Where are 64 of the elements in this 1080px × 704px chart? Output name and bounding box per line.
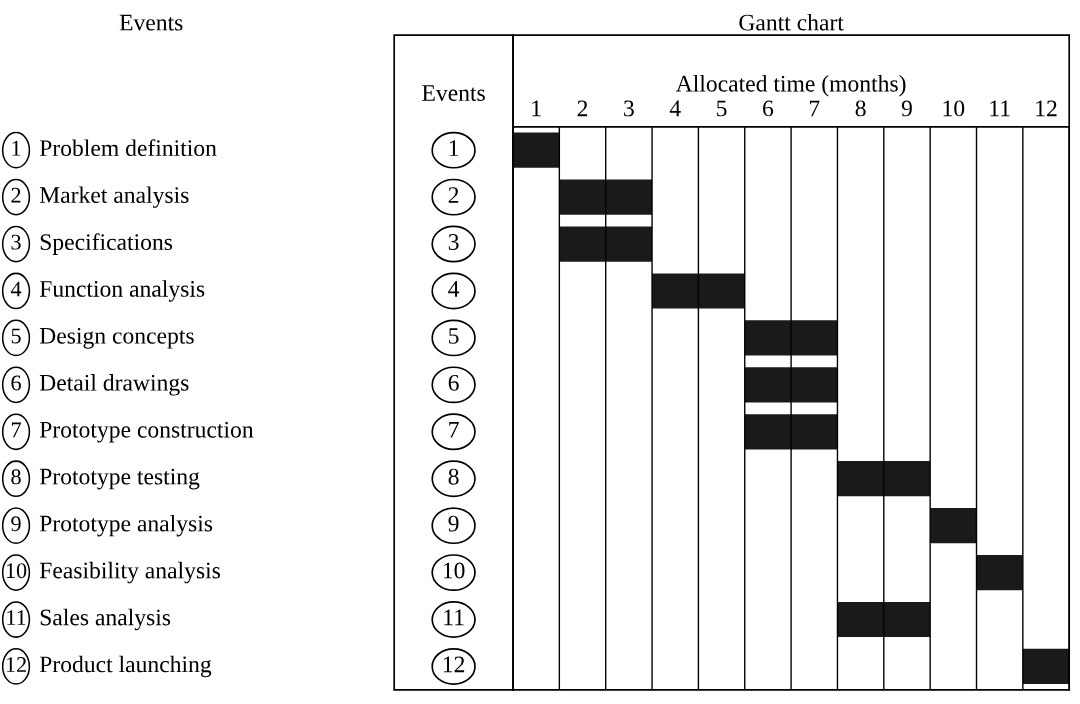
- text: Feasibility analysis: [39, 561, 221, 584]
- category-label: 3: [11, 234, 21, 250]
- category-label: 7: [11, 422, 21, 438]
- text: Events: [119, 14, 183, 31]
- category-label: 8: [11, 469, 21, 485]
- text: Market analysis: [39, 186, 189, 208]
- x-tick-label: 7: [809, 100, 820, 117]
- category-label: 2: [11, 187, 21, 203]
- y-axis-title: Events: [422, 85, 485, 101]
- text: Specifications: [40, 233, 173, 255]
- bar: [559, 226, 653, 262]
- x-tick-label: 10: [943, 100, 965, 117]
- category-label: 4: [10, 281, 22, 297]
- y-tick-label: 7: [449, 422, 459, 438]
- chart-title: Gantt chart: [739, 13, 844, 31]
- text: Detail drawings: [39, 374, 189, 396]
- bar: [744, 320, 838, 356]
- y-tick-label: 10: [443, 562, 465, 579]
- y-tick-label: 6: [448, 374, 459, 391]
- y-tick-label: 8: [448, 468, 459, 485]
- y-tick-label: 9: [448, 515, 459, 532]
- y-tick-label: 1: [449, 140, 459, 156]
- category-label: 5: [11, 328, 21, 344]
- category-label: 9: [11, 516, 21, 532]
- bar: [930, 508, 977, 544]
- x-tick-label: 2: [577, 100, 588, 117]
- text: Problem definition: [39, 139, 217, 157]
- bar: [744, 414, 838, 450]
- y-tick-label: 11: [444, 609, 464, 626]
- bar: [1022, 648, 1070, 685]
- y-tick-label: 4: [448, 281, 460, 297]
- y-tick-label: 3: [448, 234, 459, 250]
- bar: [976, 554, 1023, 591]
- bar: [652, 273, 745, 309]
- category-label: 12: [6, 657, 26, 672]
- bar: [837, 461, 931, 497]
- x-tick-label: 9: [901, 100, 912, 117]
- y-tick-label: 12: [443, 656, 465, 673]
- bar: [837, 601, 931, 638]
- x-tick-label: 1: [532, 100, 541, 117]
- x-tick-label: 12: [1036, 100, 1057, 117]
- bar: [513, 132, 560, 168]
- x-tick-label: 6: [763, 100, 774, 117]
- category-label: 11: [7, 610, 26, 625]
- x-tick-label: 5: [717, 100, 727, 117]
- text: Sales analysis: [40, 608, 171, 631]
- x-tick-label: 11: [990, 100, 1010, 117]
- category-label: 1: [12, 140, 21, 156]
- bar: [559, 179, 653, 215]
- bar: [744, 367, 838, 403]
- text: Function analysis: [39, 280, 205, 302]
- x-tick-label: 8: [855, 100, 866, 117]
- x-tick-label: 4: [669, 100, 681, 117]
- category-label: 10: [6, 563, 27, 579]
- category-label: 6: [11, 375, 21, 391]
- text: Prototype construction: [39, 421, 254, 443]
- text: Design concepts: [39, 327, 194, 349]
- y-tick-label: 2: [448, 187, 459, 203]
- x-axis-title: Allocated time (months): [675, 75, 906, 97]
- text: Prototype analysis: [39, 514, 213, 537]
- x-tick-label: 3: [624, 100, 634, 117]
- y-tick-label: 5: [449, 328, 459, 344]
- text: Product launching: [39, 655, 212, 678]
- text: Prototype testing: [39, 468, 200, 490]
